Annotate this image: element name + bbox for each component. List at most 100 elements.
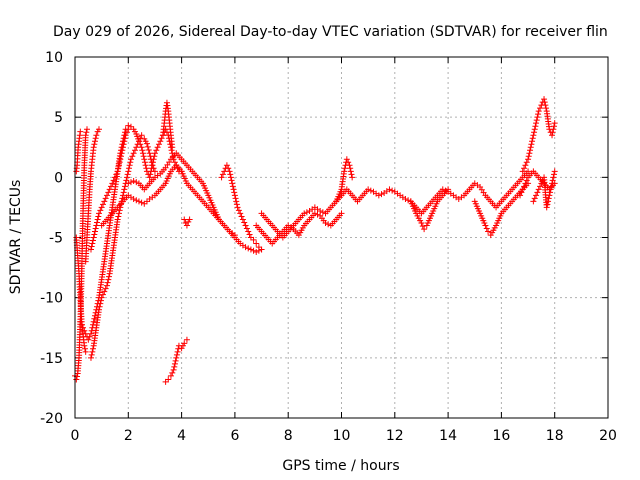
data-point bbox=[97, 297, 104, 304]
series-arc-19 bbox=[519, 96, 558, 175]
data-point bbox=[91, 138, 98, 145]
data-point bbox=[99, 291, 106, 298]
y-tick-label: -15 bbox=[40, 351, 63, 367]
data-point bbox=[231, 189, 238, 196]
data-point bbox=[122, 132, 129, 139]
series-arc-13 bbox=[218, 162, 265, 253]
data-point bbox=[110, 177, 117, 184]
data-point bbox=[130, 177, 137, 184]
data-point bbox=[154, 144, 161, 151]
data-point bbox=[230, 186, 237, 193]
data-point bbox=[525, 153, 532, 160]
data-point bbox=[117, 156, 124, 163]
data-point bbox=[102, 285, 109, 292]
data-point bbox=[79, 324, 86, 331]
data-point bbox=[445, 186, 452, 193]
data-point bbox=[89, 237, 96, 244]
data-point bbox=[137, 141, 144, 148]
x-tick-label: 18 bbox=[546, 428, 564, 444]
series-arc-10 bbox=[159, 99, 176, 151]
data-point bbox=[73, 376, 80, 383]
data-point bbox=[155, 141, 162, 148]
data-point bbox=[523, 177, 530, 184]
data-point bbox=[127, 179, 134, 186]
data-point bbox=[221, 168, 228, 175]
data-point bbox=[402, 195, 409, 202]
data-point bbox=[119, 147, 126, 154]
data-point bbox=[227, 171, 234, 178]
data-point bbox=[547, 189, 554, 196]
y-tick-labels: -20 -15 -10 -5 0 5 10 bbox=[40, 50, 63, 427]
data-point bbox=[91, 315, 98, 322]
data-point bbox=[525, 156, 532, 163]
data-point bbox=[235, 207, 242, 214]
data-point bbox=[135, 198, 142, 205]
data-point bbox=[90, 234, 97, 241]
data-point bbox=[314, 211, 321, 218]
plot-frame bbox=[74, 56, 609, 419]
data-point bbox=[142, 162, 149, 169]
data-point bbox=[519, 168, 526, 175]
data-point bbox=[91, 228, 98, 235]
data-point bbox=[228, 177, 235, 184]
data-point bbox=[107, 183, 114, 190]
data-point bbox=[530, 198, 537, 205]
data-point bbox=[317, 208, 324, 215]
data-point bbox=[170, 366, 177, 373]
data-point bbox=[322, 220, 329, 227]
data-point bbox=[533, 192, 540, 199]
data-point bbox=[97, 300, 104, 307]
data-point bbox=[131, 147, 138, 154]
data-point bbox=[138, 132, 145, 139]
data-point bbox=[229, 180, 236, 187]
data-point bbox=[367, 187, 374, 194]
data-point bbox=[531, 129, 538, 136]
data-point bbox=[91, 231, 98, 238]
data-point bbox=[531, 126, 538, 133]
data-point bbox=[518, 189, 525, 196]
data-point bbox=[130, 195, 137, 202]
data-point bbox=[120, 141, 127, 148]
data-point bbox=[129, 153, 136, 160]
data-point bbox=[175, 345, 182, 352]
data-point bbox=[549, 180, 556, 187]
data-point bbox=[319, 209, 326, 216]
data-point bbox=[78, 321, 85, 328]
data-points bbox=[72, 96, 558, 385]
data-point bbox=[482, 222, 489, 229]
data-point bbox=[109, 180, 116, 187]
series-arc-2 bbox=[73, 234, 89, 355]
data-point bbox=[103, 192, 110, 199]
data-point bbox=[117, 153, 124, 160]
data-point bbox=[529, 138, 536, 145]
data-point bbox=[119, 144, 126, 151]
data-point bbox=[521, 183, 528, 190]
data-point bbox=[543, 105, 550, 112]
data-point bbox=[311, 210, 318, 217]
data-point bbox=[148, 165, 155, 172]
data-point bbox=[521, 165, 528, 172]
x-tick-label: 14 bbox=[439, 428, 457, 444]
data-point bbox=[153, 147, 160, 154]
data-point bbox=[303, 209, 310, 216]
data-point bbox=[418, 220, 425, 227]
data-point bbox=[90, 318, 97, 325]
data-point bbox=[82, 132, 89, 139]
data-point bbox=[442, 187, 449, 194]
data-point bbox=[140, 153, 147, 160]
data-point bbox=[246, 231, 253, 238]
data-point bbox=[343, 156, 350, 163]
data-point bbox=[245, 245, 252, 252]
series-arc-7 bbox=[87, 123, 185, 253]
data-point bbox=[114, 216, 121, 223]
data-point bbox=[174, 348, 181, 355]
data-point bbox=[121, 138, 128, 145]
data-point bbox=[115, 210, 122, 217]
data-point bbox=[115, 213, 122, 220]
x-tick-label: 4 bbox=[177, 428, 186, 444]
data-point bbox=[146, 150, 153, 157]
data-point bbox=[237, 210, 244, 217]
data-point bbox=[90, 144, 97, 151]
y-tick-label: 10 bbox=[45, 50, 63, 66]
series-arc-15 bbox=[258, 168, 532, 241]
